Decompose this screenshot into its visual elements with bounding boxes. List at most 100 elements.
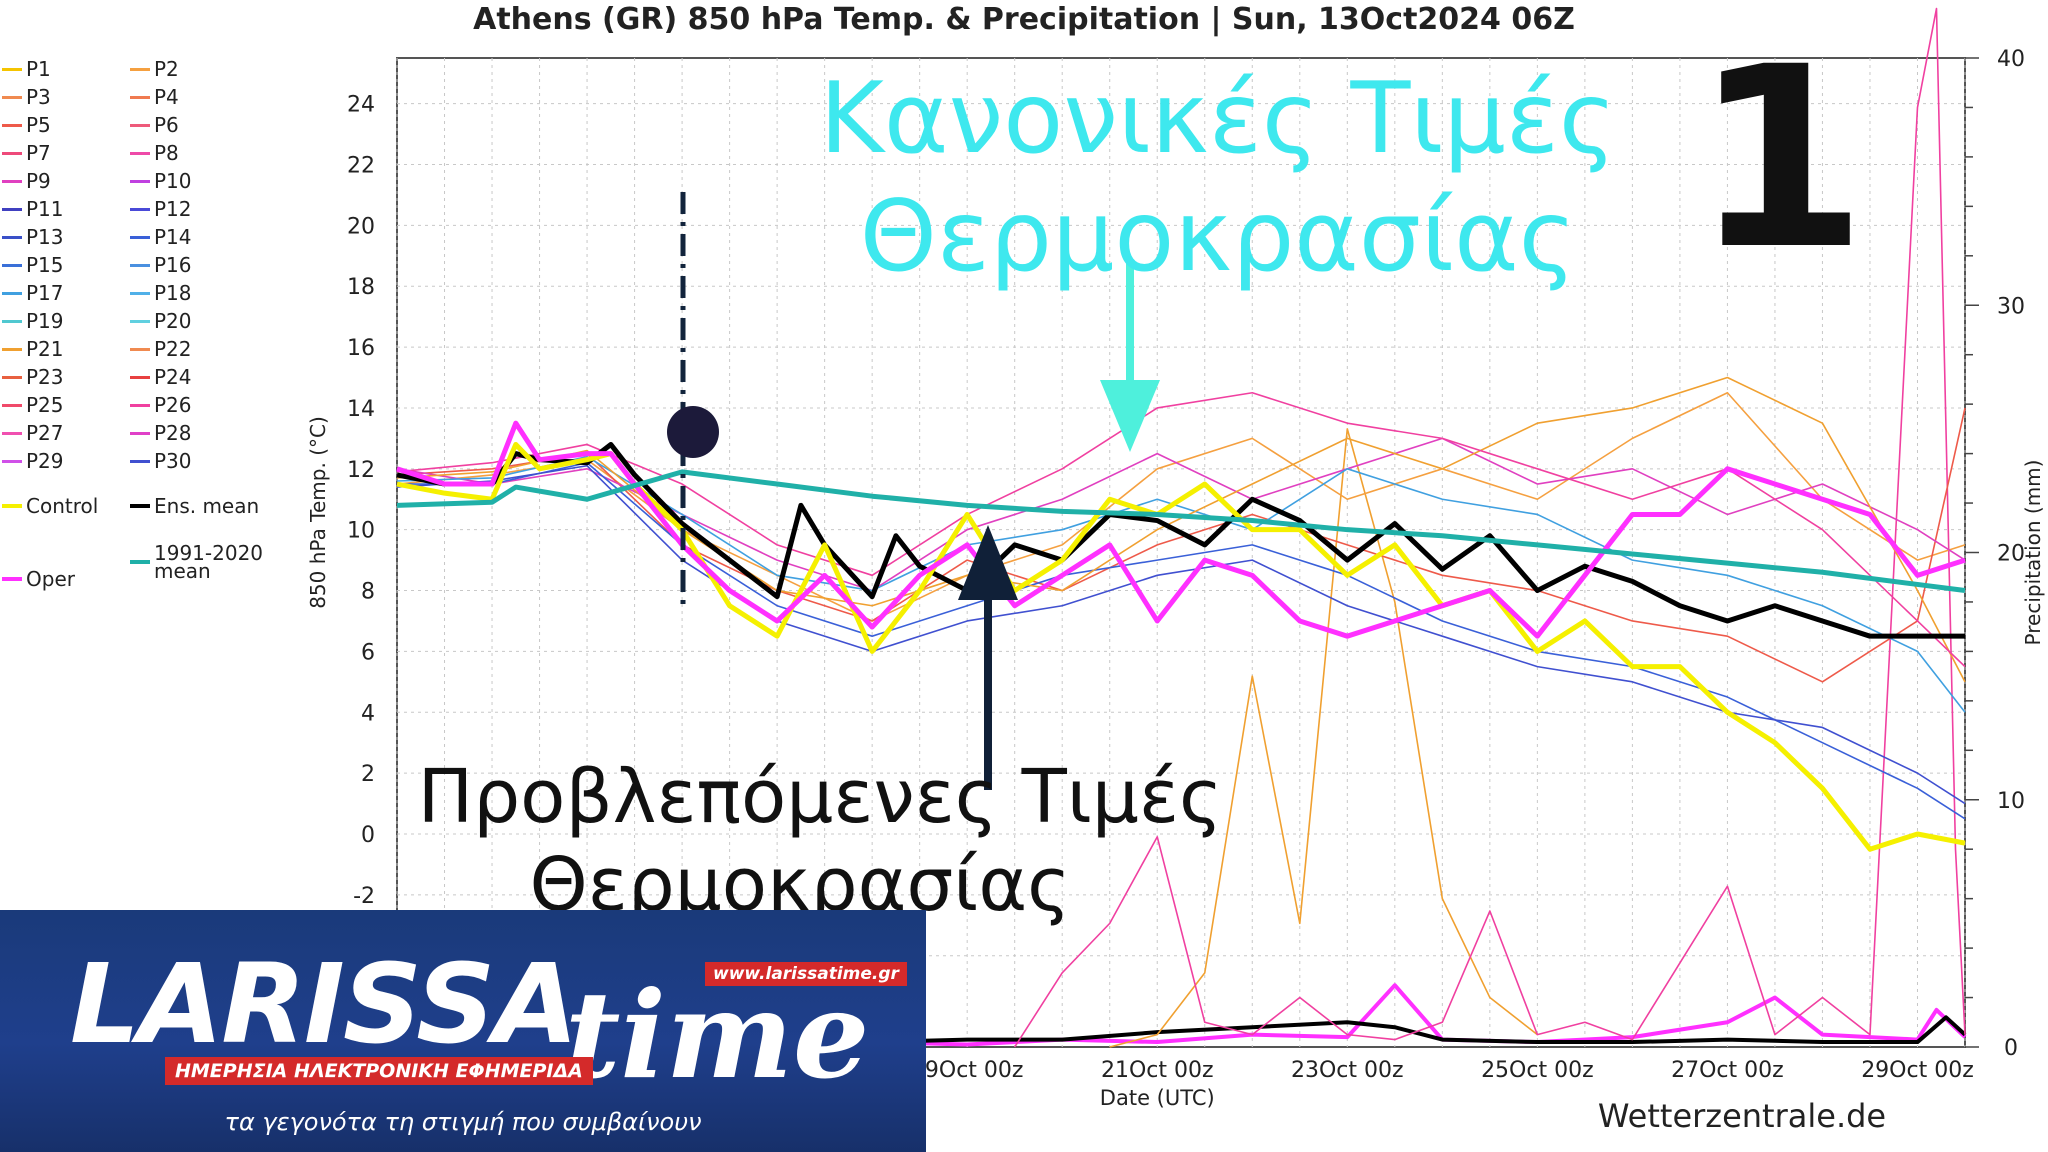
legend-swatch — [130, 319, 150, 323]
legend-label: P6 — [154, 113, 179, 137]
legend-item: Control — [2, 493, 99, 518]
legend-label: P24 — [154, 365, 192, 389]
legend-label: P17 — [26, 281, 64, 305]
legend-swatch — [130, 403, 150, 407]
y-axis-label: 850 hPa Temp. (°C) — [306, 416, 330, 609]
legend-item: P18 — [130, 281, 192, 305]
legend-swatch — [130, 95, 150, 99]
y2-tick-label: 40 — [1997, 47, 2025, 72]
legend-swatch — [2, 123, 22, 127]
legend-swatch — [2, 291, 22, 295]
y2-tick-label: 20 — [1997, 542, 2025, 567]
annotation-forecast-line1: Προβλεπόμενες Τιμές — [418, 754, 1223, 840]
series-line-p30 — [396, 464, 1966, 805]
legend-swatch — [130, 503, 150, 508]
legend-label: P29 — [26, 449, 64, 473]
legend-item: Oper — [2, 566, 75, 591]
precip-line-ens-mean — [824, 1015, 1967, 1049]
x-axis-label: Date (UTC) — [1100, 1086, 1215, 1110]
y-tick-label: 0 — [361, 823, 375, 848]
legend-item: P4 — [130, 85, 179, 109]
legend-label: 1991-2020 mean — [154, 541, 264, 584]
legend-item: P25 — [2, 395, 64, 415]
y-tick-label: 6 — [361, 640, 375, 665]
legend-label: P2 — [154, 57, 179, 81]
legend-item: P23 — [2, 367, 64, 387]
legend-swatch — [130, 151, 150, 155]
legend-swatch — [2, 431, 22, 435]
legend-label: P28 — [154, 421, 192, 445]
legend-item: P22 — [130, 337, 192, 361]
x-tick-label: 23Oct 00z — [1291, 1058, 1404, 1083]
annotation-normal-line1: Κανονικές Τιμές — [820, 62, 1617, 176]
legend-swatch — [2, 403, 22, 407]
annotation-normal-line2: Θερμοκρασίας — [860, 180, 1577, 294]
legend-swatch — [130, 207, 150, 211]
legend-item: P7 — [2, 143, 51, 163]
legend-item: P17 — [2, 281, 64, 305]
legend-swatch — [130, 123, 150, 127]
legend-swatch — [2, 375, 22, 379]
legend-swatch — [2, 67, 22, 71]
y-tick-label: 18 — [347, 275, 375, 300]
y-tick-label: -2 — [353, 884, 375, 909]
legend-label: P1 — [26, 57, 51, 81]
legend-swatch — [130, 235, 150, 239]
y-tick-label: 2 — [361, 762, 375, 787]
legend-label: P16 — [154, 253, 192, 277]
precip-line-p21 — [1109, 428, 1538, 1048]
y-tick-label: 22 — [347, 154, 375, 179]
legend-swatch — [130, 291, 150, 295]
legend-swatch — [130, 375, 150, 379]
legend-label: P8 — [154, 141, 179, 165]
legend-item: P5 — [2, 115, 51, 135]
legend-swatch — [2, 263, 22, 267]
y-tick-label: 8 — [361, 580, 375, 605]
legend-label: P22 — [154, 337, 192, 361]
x-tick-label: 19Oct 00z — [911, 1058, 1024, 1083]
y2-axis-label: Precipitation (mm) — [2021, 460, 2045, 646]
legend-item: P13 — [2, 227, 64, 247]
legend-swatch — [2, 179, 22, 183]
legend-item: P16 — [130, 253, 192, 277]
legend-swatch — [2, 95, 22, 99]
legend-swatch — [130, 263, 150, 267]
legend-item: P11 — [2, 197, 64, 221]
y-tick-label: 14 — [347, 397, 375, 422]
y2-tick-label: 10 — [1997, 789, 2025, 814]
legend-item: P2 — [130, 57, 179, 81]
legend-swatch — [2, 207, 22, 211]
legend-label: Oper — [26, 566, 75, 591]
logo-brand-script: time — [565, 965, 870, 1106]
legend-label: Ens. mean — [154, 493, 260, 518]
arrow-normal-head — [1100, 380, 1160, 452]
legend-label: P11 — [26, 197, 64, 221]
legend-label: P14 — [154, 225, 192, 249]
legend-swatch — [2, 235, 22, 239]
arrow-forecast-head — [958, 525, 1018, 600]
annotation-big-number: 1 — [1693, 13, 1867, 304]
legend-label: P30 — [154, 449, 192, 473]
legend-item: P10 — [130, 171, 192, 191]
legend-label: P4 — [154, 85, 179, 109]
y2-tick-label: 30 — [1997, 294, 2025, 319]
legend-swatch — [2, 459, 22, 463]
plot-area — [396, 57, 1966, 1048]
y-tick-label: 24 — [347, 93, 375, 118]
x-tick-label: 29Oct 00z — [1861, 1058, 1974, 1083]
legend-label: P18 — [154, 281, 192, 305]
legend-label: Control — [26, 493, 99, 518]
y2-tick-label: 0 — [2004, 1036, 2018, 1061]
legend-swatch — [2, 576, 22, 581]
chart-title: Athens (GR) 850 hPa Temp. & Precipitatio… — [473, 2, 1575, 37]
series-line-oper — [396, 420, 1966, 639]
legend-item: P1 — [2, 57, 51, 81]
legend-swatch — [130, 67, 150, 71]
site-credit: Wetterzentrale.de — [1598, 1097, 1886, 1135]
logo-tagline: τα γεγονότα τη στιγμή που συμβαίνουν — [224, 1108, 702, 1136]
series-line-ens-mean — [396, 441, 1965, 639]
legend-label: P27 — [26, 421, 64, 445]
x-tick-label: 21Oct 00z — [1101, 1058, 1214, 1083]
larissatime-logo: LARISSA time www.larissatime.gr ΗΜΕΡΗΣΙΑ… — [0, 910, 926, 1152]
legend-label: P9 — [26, 169, 51, 193]
